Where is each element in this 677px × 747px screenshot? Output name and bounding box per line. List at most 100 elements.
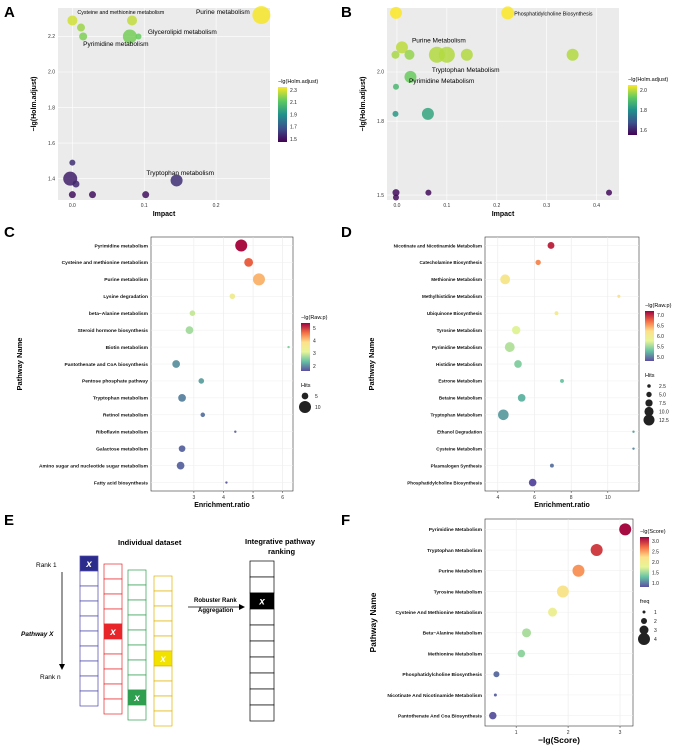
- data-point: [76, 23, 85, 32]
- category-label: Steroid hormone biosynthesis: [78, 328, 149, 334]
- column-yellow-cell: [153, 665, 173, 682]
- column-blue-cell: [79, 645, 99, 662]
- e-title-individual: Individual dataset: [118, 538, 182, 547]
- data-point: [560, 378, 564, 383]
- legend-tick-label: 1.6: [640, 128, 647, 134]
- panel-letter-e: E: [4, 512, 14, 529]
- size-legend-label: 1: [654, 610, 657, 616]
- e-rank-bottom: Rank n: [40, 674, 61, 681]
- legend-colorbar: [278, 87, 287, 142]
- data-point: [566, 48, 579, 61]
- data-point: [549, 463, 554, 468]
- category-label: Riboflavin metabolism: [96, 430, 149, 436]
- data-point: [185, 326, 194, 334]
- column-blue-cell: [79, 630, 99, 647]
- data-point: [198, 378, 205, 384]
- column-yellow-cell: [153, 680, 173, 697]
- category-label: beta−Alanine metabolism: [89, 311, 149, 317]
- column-red-cell: [103, 653, 123, 670]
- data-point: [68, 191, 76, 199]
- category-label: Tryptophan Metabolism: [430, 413, 482, 418]
- size-legend-dot: [644, 406, 654, 417]
- size-legend-dot: [642, 610, 646, 614]
- data-point: [67, 15, 78, 26]
- column-green-cell: [127, 599, 147, 616]
- data-point: [392, 189, 400, 197]
- data-point: [535, 259, 541, 266]
- data-point: [404, 49, 415, 60]
- category-label: Pentose phosphate pathway: [82, 379, 148, 385]
- panel-letter-c: C: [4, 224, 15, 241]
- e-title-integrative-2: ranking: [268, 547, 296, 556]
- legend-tick-label: 1.9: [290, 112, 297, 118]
- category-label: Pyrimidine metabolism: [94, 243, 148, 249]
- category-label: Galactose metabolism: [96, 446, 149, 452]
- category-label: Lysine degradation: [103, 294, 148, 300]
- legend-tick-label: 2.5: [652, 549, 659, 555]
- data-point: [252, 6, 271, 25]
- data-point: [178, 394, 186, 402]
- size-legend-dot: [641, 618, 647, 624]
- data-point: [189, 310, 196, 317]
- point-annotation: Pyrimidine metabolism: [83, 41, 148, 48]
- category-label: Phosphatidylcholine Biosynthesis: [402, 672, 482, 678]
- column-blue-cell: [79, 585, 99, 602]
- data-point: [556, 585, 569, 598]
- data-point: [391, 50, 400, 59]
- size-legend-dot: [301, 392, 309, 400]
- legend-tick-label: 1.5: [652, 570, 659, 576]
- legend-title: −lg(Score): [640, 529, 666, 535]
- x-tick-label: 0.0: [394, 203, 401, 209]
- e-method-line1: Robuster Rank: [194, 598, 237, 604]
- column-integrated-cell: [249, 672, 275, 690]
- panel-letter-f: F: [341, 512, 350, 529]
- legend-tick-label: 3: [313, 351, 316, 357]
- category-label: Cysteine and methionine metabolism: [62, 260, 149, 266]
- y-tick-label: 2.2: [48, 34, 55, 40]
- legend-tick-label: 5: [313, 326, 316, 332]
- chart-a: 0.0 0.1 0.2 1.4 1.6 1.8 2.0 2.2 Cysteine and met…: [31, 6, 318, 218]
- plot-background: [58, 8, 270, 200]
- category-label: Cysteine And Methionine Metabolism: [395, 610, 482, 616]
- e-method-line2: Aggregation: [198, 608, 234, 614]
- column-red-marker: x: [109, 627, 116, 638]
- size-legend-label: 7.5: [659, 401, 666, 407]
- x-tick-label: 3: [193, 495, 196, 501]
- legend-tick-label: 6.0: [657, 334, 664, 340]
- data-point: [200, 412, 206, 418]
- size-legend-dot: [645, 399, 653, 407]
- data-point: [632, 447, 635, 450]
- chart-b: 0.0 0.1 0.2 0.3 0.4 1.5 1.8 2.0 Phosphatidylchol…: [360, 6, 668, 218]
- data-point: [493, 671, 500, 678]
- data-point: [548, 607, 558, 617]
- point-annotation: Tryptophan Metabolism: [432, 67, 500, 74]
- data-point: [425, 189, 432, 196]
- y-axis-title: Pathway Name: [15, 338, 24, 391]
- data-point: [225, 481, 228, 484]
- data-point: [438, 46, 455, 63]
- y-axis-title: Pathway Name: [367, 338, 376, 391]
- x-tick-label: 6: [281, 495, 284, 501]
- point-annotation: Glycerolipid metabolism: [148, 29, 217, 36]
- legend-tick-label: 4: [313, 338, 316, 344]
- legend-tick-label: 2: [313, 364, 316, 370]
- legend-colorbar: [645, 311, 654, 361]
- column-yellow-cell: [153, 635, 173, 652]
- legend-tick-label: 5.5: [657, 344, 664, 350]
- column-blue-cell: [79, 600, 99, 617]
- category-label: Biotin metabolism: [106, 345, 149, 351]
- column-green-marker: x: [133, 693, 140, 704]
- category-label: Beta−Alanine Metabolism: [423, 631, 483, 637]
- column-integrated-cell: [249, 608, 275, 626]
- column-integrated-marker: x: [258, 597, 265, 608]
- y-axis-title: Pathway Name: [368, 592, 378, 652]
- y-tick-label: 1.4: [48, 176, 55, 182]
- data-point: [460, 48, 473, 61]
- category-label: Fatty acid biosynthesis: [94, 480, 148, 486]
- e-columns: x x x x x: [79, 555, 275, 727]
- legend-tick-label: 7.0: [657, 313, 664, 319]
- column-blue-cell: [79, 660, 99, 677]
- data-point: [142, 191, 150, 199]
- data-point: [72, 180, 80, 188]
- plot-frame: [484, 518, 634, 727]
